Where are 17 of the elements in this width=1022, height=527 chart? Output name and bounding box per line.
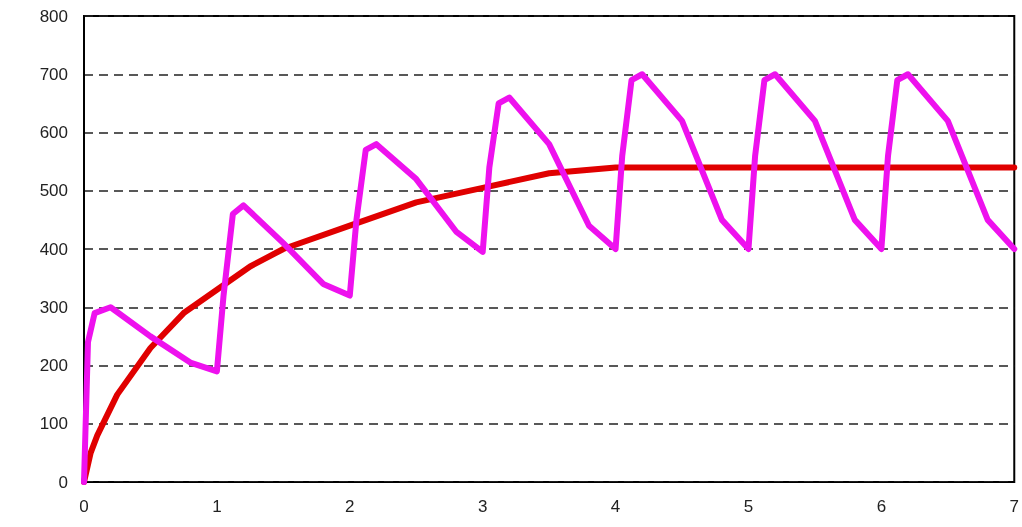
y-tick-label: 0 (58, 472, 68, 492)
x-tick-label: 0 (79, 497, 89, 516)
x-tick-label: 4 (610, 497, 621, 516)
x-tick-label: 7 (1009, 497, 1020, 516)
y-tick-label: 300 (39, 297, 68, 317)
y-tick-label: 500 (39, 181, 68, 201)
y-tick-label: 200 (39, 356, 68, 375)
y-tick-label: 100 (39, 414, 68, 434)
x-tick-label: 3 (477, 497, 488, 516)
y-tick-label: 700 (39, 64, 68, 84)
y-tick-label: 600 (39, 123, 68, 142)
y-tick-label: 800 (39, 6, 68, 26)
x-tick-label: 5 (743, 497, 754, 516)
x-tick-label: 1 (212, 497, 222, 516)
x-tick-label: 2 (345, 497, 355, 516)
y-tick-label: 400 (39, 239, 68, 259)
x-tick-label: 6 (876, 497, 887, 516)
